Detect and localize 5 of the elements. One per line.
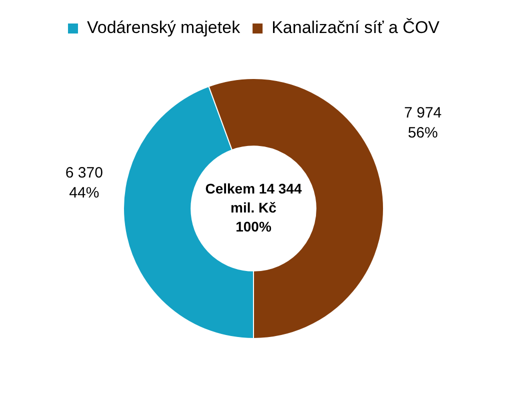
legend-label: Kanalizační síť a ČOV xyxy=(272,18,440,38)
data-label: 6 370 44% xyxy=(65,164,103,202)
data-label: 7 974 56% xyxy=(404,104,442,142)
text: Celkem 14 344 mil. Kč 100% xyxy=(205,180,302,234)
legend-label: Vodárenský majetek xyxy=(86,18,241,38)
